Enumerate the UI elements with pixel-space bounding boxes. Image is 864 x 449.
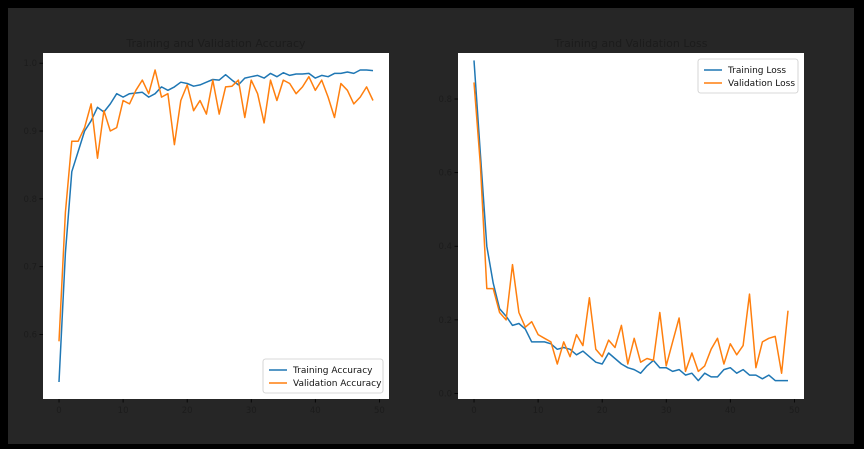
accuracy-xtick-label: 40 [310, 406, 321, 416]
loss-ytick-label: 0.8 [438, 95, 452, 105]
accuracy-ytick-label: 0.7 [23, 263, 37, 273]
accuracy-series-validation-accuracy-line [58, 69, 374, 342]
loss-series-validation-loss-line [473, 82, 789, 374]
loss-ytick-label: 0.0 [438, 389, 452, 399]
loss-ytick-label: 0.4 [438, 242, 452, 252]
accuracy-ytick-label: 1.0 [23, 59, 37, 69]
loss-legend-label: Training Loss [727, 66, 786, 76]
loss-plot-area [458, 53, 804, 399]
loss-legend: Training Loss Validation Loss [697, 58, 799, 94]
loss-xtick-label: 20 [597, 406, 608, 416]
accuracy-xtick-label: 0 [56, 406, 61, 416]
accuracy-series-training-accuracy-line [58, 69, 374, 383]
loss-ytick-label: 0.6 [438, 169, 452, 179]
loss-title: Training and Validation Loss [553, 37, 707, 50]
accuracy-legend-label: Training Accuracy [292, 366, 373, 376]
loss-xtick-label: 10 [533, 406, 544, 416]
loss-chart: Training and Validation Loss 0 10 20 30 40 50 0… [438, 37, 804, 416]
figure: Training and Validation Accuracy 0 10 20 30 4… [8, 8, 854, 444]
accuracy-xtick-label: 20 [182, 406, 193, 416]
accuracy-title: Training and Validation Accuracy [125, 37, 306, 50]
loss-legend-box [697, 58, 799, 94]
accuracy-ytick-label: 0.9 [23, 127, 37, 137]
accuracy-xtick-label: 10 [118, 406, 129, 416]
accuracy-legend: Training Accuracy Validation Accuracy [262, 358, 384, 394]
accuracy-ytick-label: 0.6 [23, 331, 37, 341]
loss-xtick-label: 50 [789, 406, 800, 416]
accuracy-legend-box [262, 358, 384, 394]
loss-xtick-label: 0 [471, 406, 476, 416]
loss-xtick-label: 40 [725, 406, 736, 416]
loss-series-training-loss-line [473, 60, 788, 382]
accuracy-legend-label: Validation Accuracy [293, 379, 382, 389]
accuracy-xtick-label: 30 [246, 406, 257, 416]
loss-ytick-label: 0.2 [438, 316, 452, 326]
accuracy-chart: Training and Validation Accuracy 0 10 20 30 4… [23, 37, 389, 416]
accuracy-ytick-label: 0.8 [23, 195, 37, 205]
accuracy-plot-area [43, 53, 389, 399]
loss-xtick-label: 30 [661, 406, 672, 416]
figure-svg: Training and Validation Accuracy 0 10 20 30 4… [23, 37, 804, 416]
loss-legend-label: Validation Loss [728, 79, 795, 89]
accuracy-xtick-label: 50 [374, 406, 385, 416]
